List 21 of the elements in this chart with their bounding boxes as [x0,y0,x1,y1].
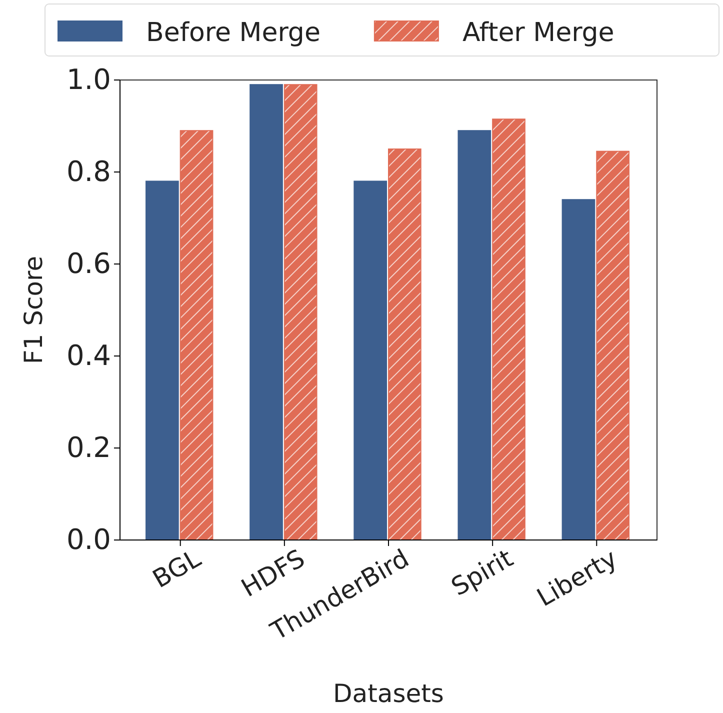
bar [250,84,283,540]
bar [180,130,214,540]
bar [354,180,387,540]
y-tick-label: 1.0 [66,62,111,96]
y-tick-label: 0.2 [66,430,111,464]
bar [562,199,596,540]
y-tick-label: 0.0 [66,522,111,556]
bar [284,84,318,540]
x-tick-label: BGL [148,544,206,594]
y-tick-label: 0.6 [66,246,111,280]
legend-label: After Merge [462,18,614,48]
bar [458,130,492,540]
bar [146,180,179,540]
y-tick-label: 0.4 [66,338,111,372]
x-axis-title: Datasets [333,679,444,708]
y-tick-label: 0.8 [66,154,111,188]
y-axis-title: F1 Score [19,256,48,364]
bar [388,148,422,540]
bar [596,150,630,540]
bar [492,118,526,540]
legend-label: Before Merge [146,18,320,48]
